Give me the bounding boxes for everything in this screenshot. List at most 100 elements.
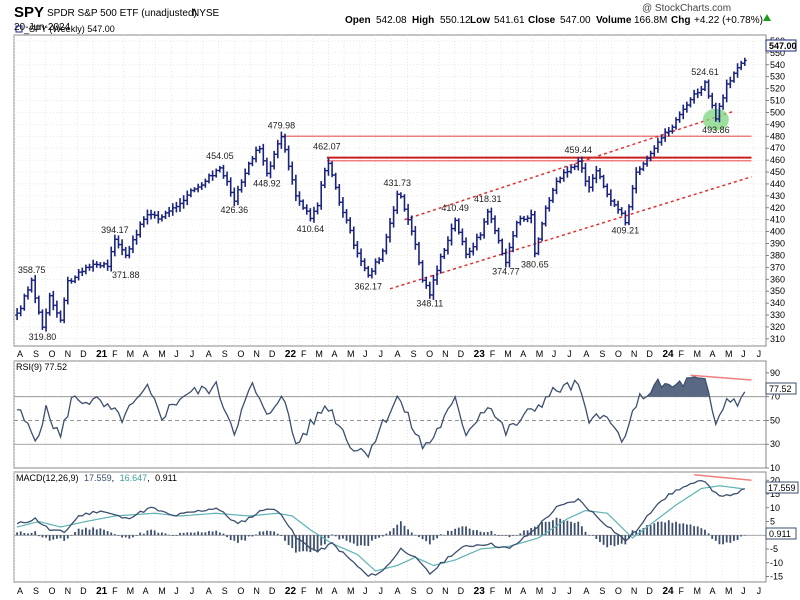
- x-tick-label-bottom: M: [315, 586, 323, 596]
- hist-legend-value: 0.911: [155, 473, 177, 483]
- macd-histogram-bar: [81, 529, 84, 536]
- macd-histogram-bar: [519, 533, 522, 536]
- macd-histogram-bar: [142, 533, 145, 536]
- x-tick-label-top: J: [757, 349, 762, 359]
- x-tick-label-bottom: J: [741, 586, 746, 596]
- x-tick-label-bottom: M: [347, 586, 355, 596]
- macd-histogram-bar: [298, 535, 301, 552]
- macd-histogram-bar: [628, 535, 630, 539]
- macd-histogram-bar: [175, 535, 178, 536]
- macd-histogram-bar: [461, 526, 464, 536]
- chg-value: +4.22 (+0.78%): [694, 15, 763, 26]
- x-tick-label-bottom: O: [237, 586, 244, 596]
- macd-histogram-bar: [313, 535, 315, 551]
- macd-histogram-bar: [316, 535, 319, 552]
- macd-histogram-bar: [733, 535, 735, 541]
- price-annotation-label: 319.80: [29, 332, 57, 342]
- macd-histogram-bar: [399, 521, 402, 536]
- volume-label: Volume: [596, 15, 632, 26]
- macd-histogram-bar: [635, 531, 638, 536]
- x-tick-label-bottom: A: [331, 586, 337, 596]
- watermark: @ StockCharts.com: [642, 3, 731, 14]
- macd-histogram-bar: [689, 524, 692, 536]
- price-y-tick-label: 520: [770, 84, 785, 94]
- x-tick-label-bottom: A: [395, 586, 401, 596]
- macd-histogram-bar: [443, 534, 446, 536]
- price-y-tick-label: 460: [770, 155, 785, 165]
- price-panel-frame: [13, 34, 767, 347]
- x-tick-label-bottom: 22: [285, 586, 297, 597]
- macd-histogram-bar: [472, 530, 475, 536]
- x-tick-label-top: M: [504, 349, 512, 359]
- macd-histogram-bar: [240, 535, 243, 541]
- x-tick-label-bottom: D: [80, 586, 87, 596]
- macd-histogram-bar: [743, 534, 746, 536]
- macd-histogram-bar: [700, 528, 703, 536]
- macd-histogram-bar: [37, 535, 40, 537]
- macd-histogram-bar: [475, 530, 478, 536]
- x-tick-label-bottom: O: [426, 586, 433, 596]
- high-value: 550.12: [440, 15, 471, 26]
- macd-histogram-bar: [588, 535, 591, 536]
- macd-legend-prefix: MACD(12,26,9): [16, 473, 79, 483]
- date-label: 20-Jun-2024: [14, 22, 71, 33]
- macd-histogram-bar: [570, 521, 572, 536]
- x-tick-label-bottom: N: [631, 586, 638, 596]
- x-tick-label-top: A: [710, 349, 716, 359]
- macd-histogram-bar: [244, 535, 247, 541]
- macd-histogram-bar: [722, 535, 724, 545]
- x-tick-label-bottom: A: [520, 586, 526, 596]
- macd-histogram-bar: [515, 534, 518, 536]
- x-tick-label-bottom: J: [552, 586, 557, 596]
- x-tick-label-top: 21: [96, 349, 108, 360]
- x-tick-label-top: F: [301, 349, 307, 359]
- price-annotation-label: 524.61: [691, 67, 719, 77]
- x-tick-label-top: M: [536, 349, 544, 359]
- x-tick-label-bottom: M: [536, 586, 544, 596]
- macd-histogram-bar: [657, 521, 659, 536]
- price-annotation-label: 426.36: [221, 205, 249, 215]
- macd-histogram-bar: [403, 525, 406, 536]
- x-tick-label-bottom: 23: [474, 586, 486, 597]
- x-tick-label-bottom: F: [301, 586, 307, 596]
- x-tick-label-top: A: [206, 349, 212, 359]
- macd-histogram-bar: [305, 535, 308, 552]
- price-y-tick-label: 450: [770, 167, 785, 177]
- macd-histogram-bar: [30, 532, 33, 536]
- macd-histogram-bar: [591, 535, 594, 536]
- rsi-line-path: [17, 376, 746, 459]
- price-y-tick-label: 340: [770, 298, 785, 308]
- rsi-divergence-line: [690, 374, 752, 381]
- exchange-label: NYSE: [192, 8, 220, 19]
- macd-histogram-bar: [468, 528, 471, 536]
- hist-last-value: 0.911: [769, 529, 791, 539]
- macd-histogram-bar: [367, 535, 370, 546]
- x-tick-label-top: F: [112, 349, 118, 359]
- x-tick-label-bottom: F: [112, 586, 118, 596]
- macd-histogram-bar: [599, 535, 601, 543]
- macd-histogram-bar: [294, 535, 297, 553]
- macd-histogram-bar: [331, 534, 333, 536]
- x-tick-label-bottom: M: [127, 586, 134, 596]
- rsi-y-axis: 10 30 50 70 90: [766, 368, 780, 473]
- price-y-tick-label: 350: [770, 286, 785, 296]
- x-tick-label-bottom: S: [411, 586, 417, 596]
- signal-legend-value: 16.647: [120, 473, 148, 483]
- macd-histogram-bar: [378, 535, 381, 538]
- x-tick-label-bottom: O: [615, 586, 622, 596]
- macd-histogram-bar: [584, 531, 587, 536]
- price-annotation-label: 348.11: [416, 298, 443, 308]
- macd-histogram-bar: [642, 528, 645, 536]
- macd-histogram-bar: [439, 534, 442, 536]
- macd-histogram-bar: [356, 535, 359, 546]
- macd-y-tick-label: 15: [770, 489, 780, 499]
- x-tick-label-top: N: [253, 349, 260, 359]
- rsi-y-tick-label: 70: [770, 392, 780, 402]
- macd-divergence-line: [694, 474, 752, 481]
- x-tick-label-top: 24: [662, 349, 674, 360]
- x-tick-label-top: O: [49, 349, 56, 359]
- rsi-last-value-tag: 77.52: [765, 382, 797, 395]
- x-tick-label-bottom: M: [693, 586, 701, 596]
- price-annotation-label: 380.65: [521, 260, 549, 270]
- macd-histogram-bar: [740, 535, 743, 537]
